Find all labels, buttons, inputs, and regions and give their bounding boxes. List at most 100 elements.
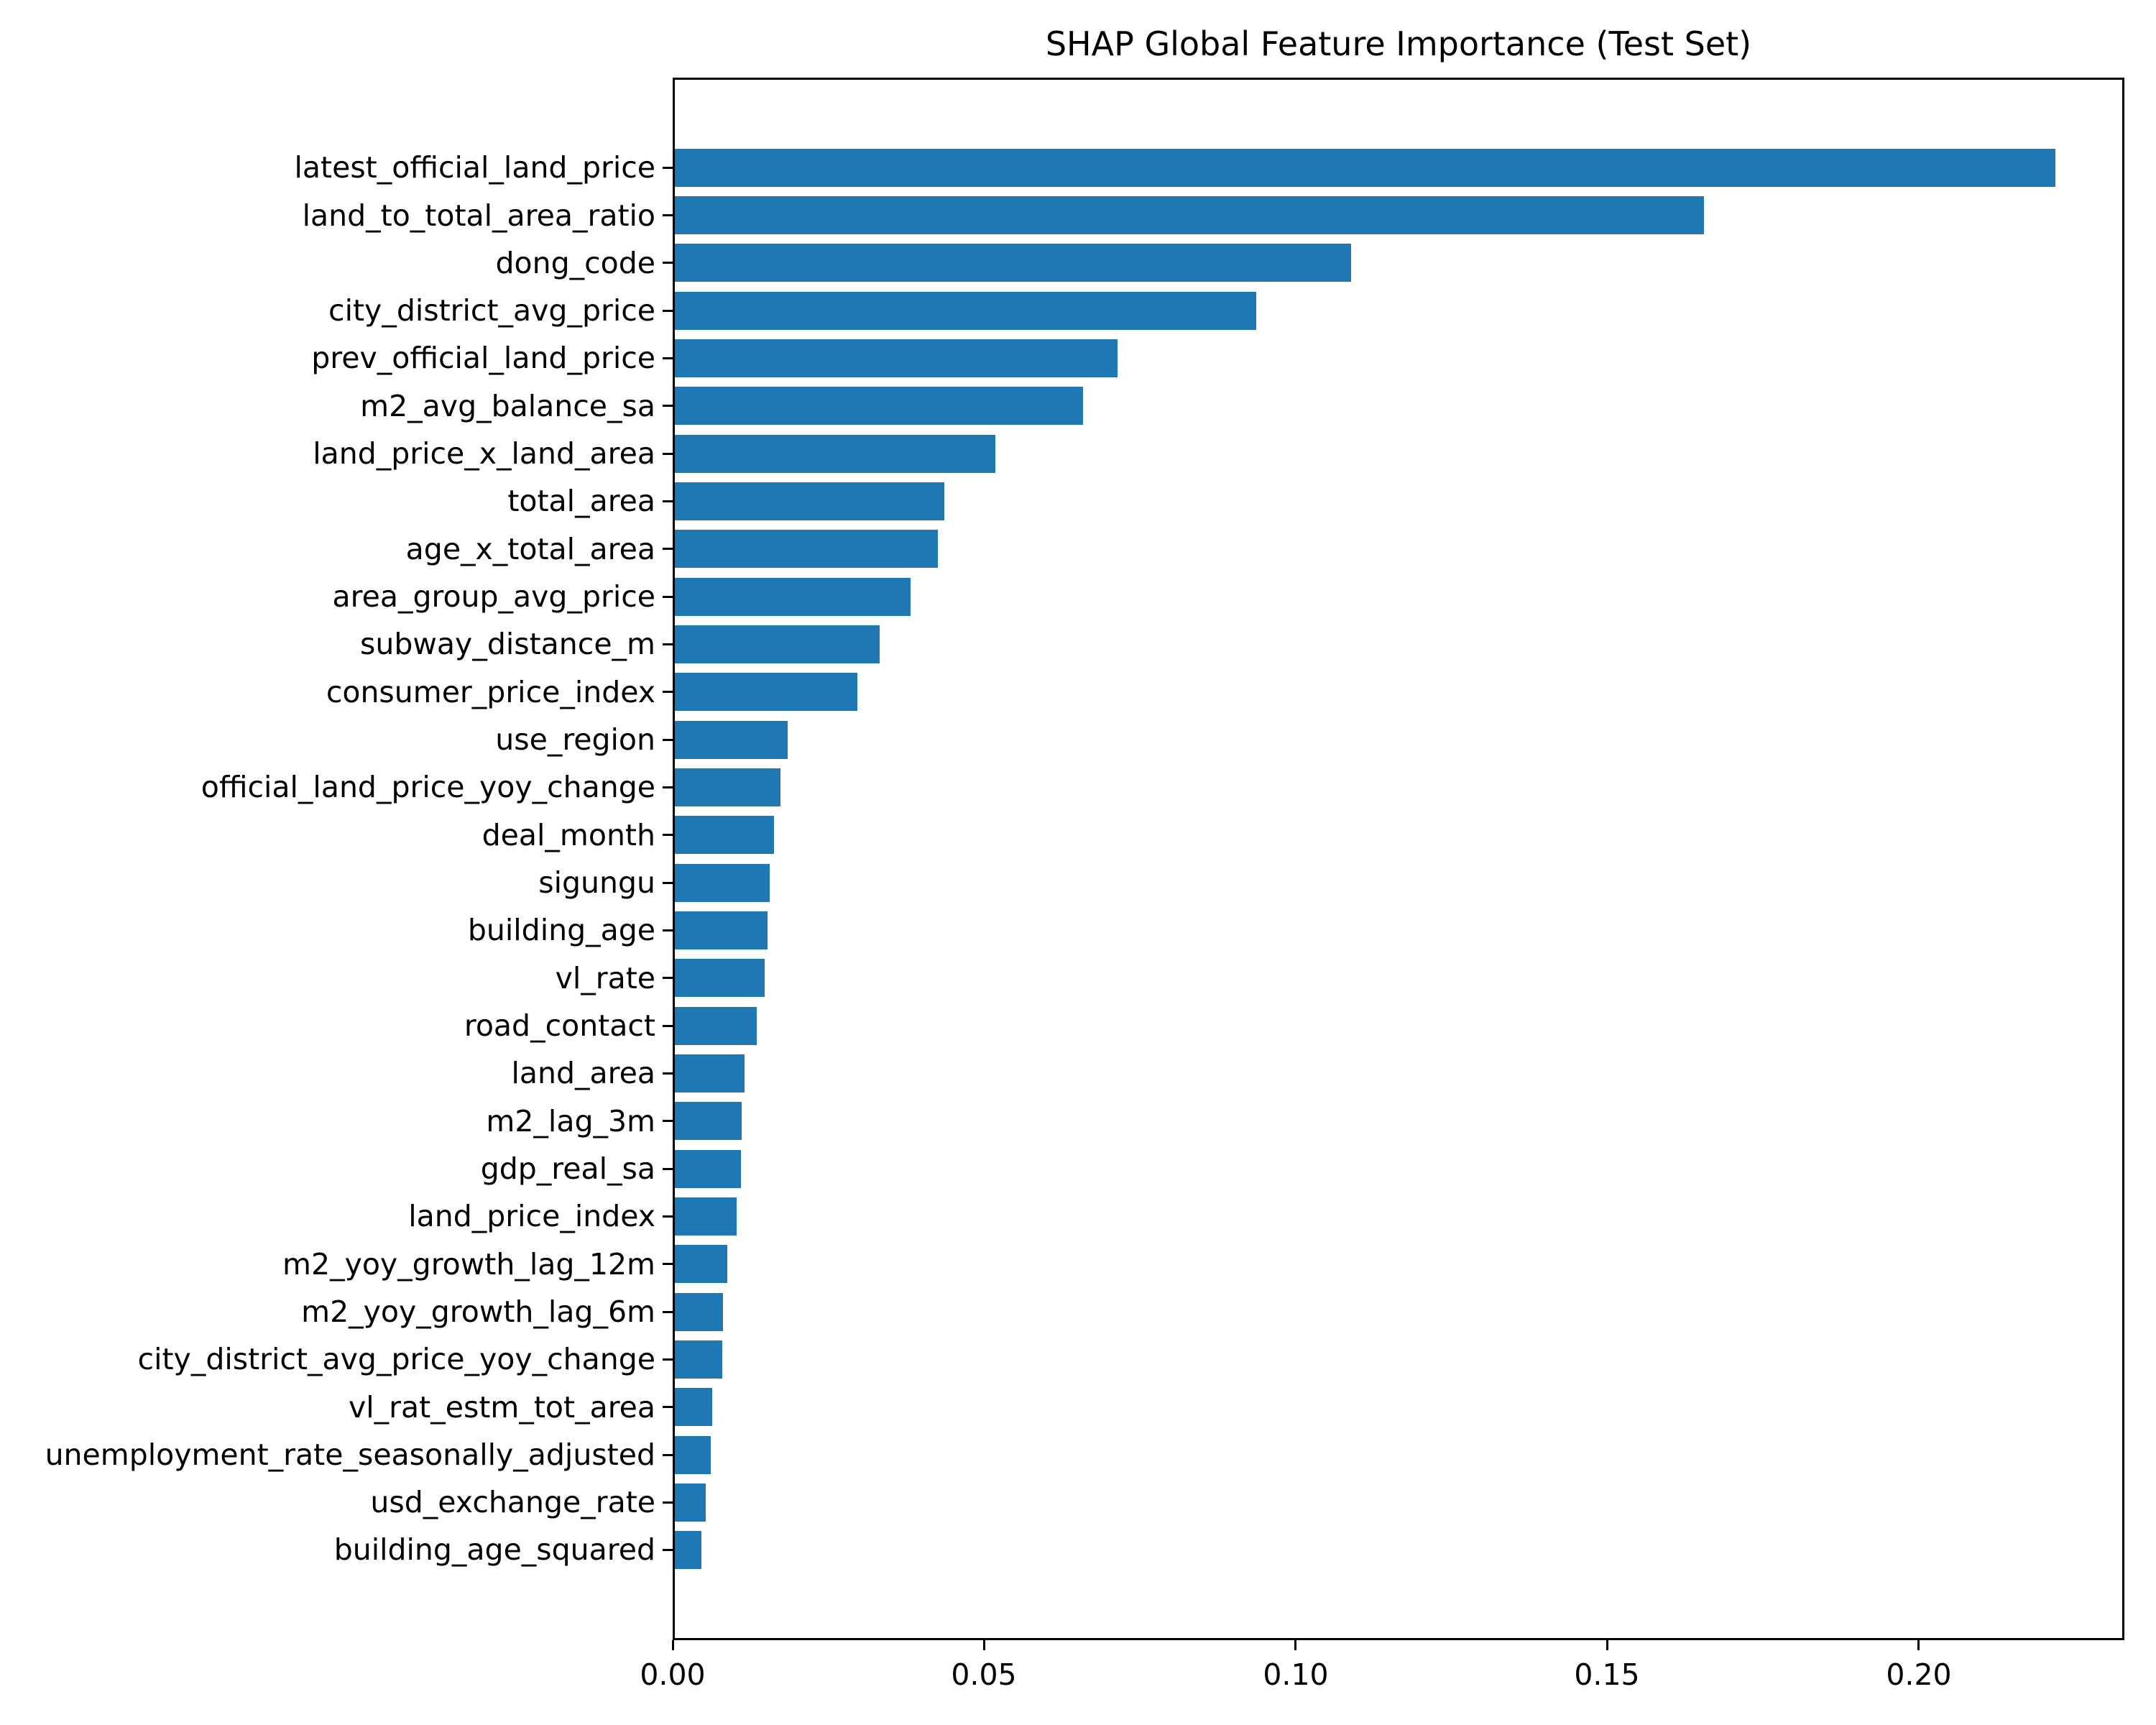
y-tick-mark [663, 691, 673, 693]
y-tick-mark [663, 596, 673, 598]
y-axis-label: consumer_price_index [326, 675, 655, 709]
bar [675, 196, 1704, 234]
bar [675, 816, 774, 854]
bar [675, 1054, 745, 1092]
bar [675, 1150, 741, 1188]
y-axis-label: gdp_real_sa [480, 1151, 655, 1186]
bar [675, 339, 1118, 377]
bar [675, 625, 880, 663]
y-axis-label: land_area [511, 1056, 655, 1090]
y-axis-label: area_group_avg_price [332, 579, 655, 614]
bar [675, 1531, 701, 1569]
y-tick-mark [663, 1072, 673, 1075]
bar [675, 1197, 737, 1236]
y-axis-label: m2_yoy_growth_lag_6m [301, 1294, 655, 1329]
y-tick-mark [663, 1501, 673, 1504]
y-tick-mark [663, 643, 673, 645]
y-tick-mark [663, 1025, 673, 1027]
y-axis-label: land_price_x_land_area [313, 436, 655, 471]
y-tick-mark [663, 1454, 673, 1456]
x-tick-mark [1606, 1640, 1608, 1650]
y-axis-label: use_region [495, 722, 655, 757]
bar [675, 1293, 723, 1331]
bar [675, 721, 788, 759]
y-axis-label: usd_exchange_rate [370, 1485, 655, 1519]
bar [675, 768, 780, 806]
bar [675, 1436, 711, 1474]
y-tick-mark [663, 977, 673, 979]
y-axis-label: unemployment_rate_seasonally_adjusted [45, 1438, 655, 1472]
x-tick-mark [1917, 1640, 1920, 1650]
bar [675, 1484, 706, 1522]
y-tick-mark [663, 262, 673, 264]
y-tick-mark [663, 1263, 673, 1265]
bar [675, 530, 938, 568]
bar [675, 387, 1083, 425]
y-tick-mark [663, 834, 673, 836]
x-tick-mark [983, 1640, 985, 1650]
y-axis-label: m2_lag_3m [486, 1104, 655, 1138]
y-tick-mark [663, 167, 673, 169]
y-tick-mark [663, 310, 673, 312]
y-tick-mark [663, 1120, 673, 1122]
y-axis-label: sigungu [538, 865, 655, 900]
bar [675, 244, 1351, 282]
bar [675, 482, 944, 520]
y-axis-label: m2_avg_balance_sa [360, 389, 655, 423]
x-tick-label: 0.05 [951, 1657, 1017, 1692]
y-tick-mark [663, 500, 673, 502]
y-axis-label: land_price_index [408, 1199, 655, 1233]
bar [675, 1245, 727, 1283]
y-tick-mark [663, 453, 673, 455]
bar [675, 959, 765, 997]
y-axis-label: vl_rate [555, 961, 655, 995]
x-tick-mark [672, 1640, 674, 1650]
y-axis-label: total_area [507, 484, 655, 518]
x-tick-label: 0.20 [1886, 1657, 1952, 1692]
bar [675, 911, 768, 949]
y-tick-mark [663, 1358, 673, 1361]
y-axis-label: subway_distance_m [360, 627, 655, 661]
bar [675, 292, 1256, 330]
x-tick-label: 0.00 [640, 1657, 706, 1692]
y-axis-label: age_x_total_area [405, 532, 655, 566]
y-axis-label: building_age_squared [333, 1532, 655, 1567]
bar [675, 1102, 742, 1140]
y-tick-mark [663, 1311, 673, 1313]
bar [675, 435, 995, 473]
y-tick-mark [663, 1168, 673, 1170]
y-tick-mark [663, 357, 673, 359]
y-tick-mark [663, 214, 673, 216]
plot-area [673, 78, 2124, 1640]
y-tick-mark [663, 1549, 673, 1551]
y-axis-label: road_contact [464, 1008, 655, 1043]
y-tick-mark [663, 882, 673, 884]
x-tick-mark [1294, 1640, 1296, 1650]
y-axis-label: m2_yoy_growth_lag_12m [282, 1247, 655, 1282]
bar [675, 1340, 722, 1379]
y-axis-label: deal_month [482, 818, 655, 852]
y-tick-mark [663, 548, 673, 550]
y-axis-label: building_age [467, 913, 655, 947]
y-axis-label: city_district_avg_price [328, 293, 655, 328]
y-tick-mark [663, 739, 673, 741]
bar [675, 1388, 712, 1426]
y-axis-label: land_to_total_area_ratio [302, 198, 655, 233]
y-tick-mark [663, 1215, 673, 1218]
y-tick-mark [663, 929, 673, 932]
x-tick-label: 0.10 [1263, 1657, 1329, 1692]
y-axis-label: official_land_price_yoy_change [201, 770, 655, 804]
y-tick-mark [663, 1406, 673, 1408]
y-axis-label: city_district_avg_price_yoy_change [137, 1342, 655, 1376]
x-tick-label: 0.15 [1574, 1657, 1640, 1692]
bar [675, 864, 770, 902]
y-tick-mark [663, 786, 673, 788]
y-axis-label: latest_official_land_price [294, 150, 656, 185]
y-axis-label: vl_rat_estm_tot_area [349, 1390, 655, 1425]
bar [675, 673, 857, 711]
y-axis-label: prev_official_land_price [311, 341, 655, 375]
bar [675, 149, 2055, 187]
y-tick-mark [663, 405, 673, 407]
chart-title: SHAP Global Feature Importance (Test Set… [1045, 24, 1752, 63]
